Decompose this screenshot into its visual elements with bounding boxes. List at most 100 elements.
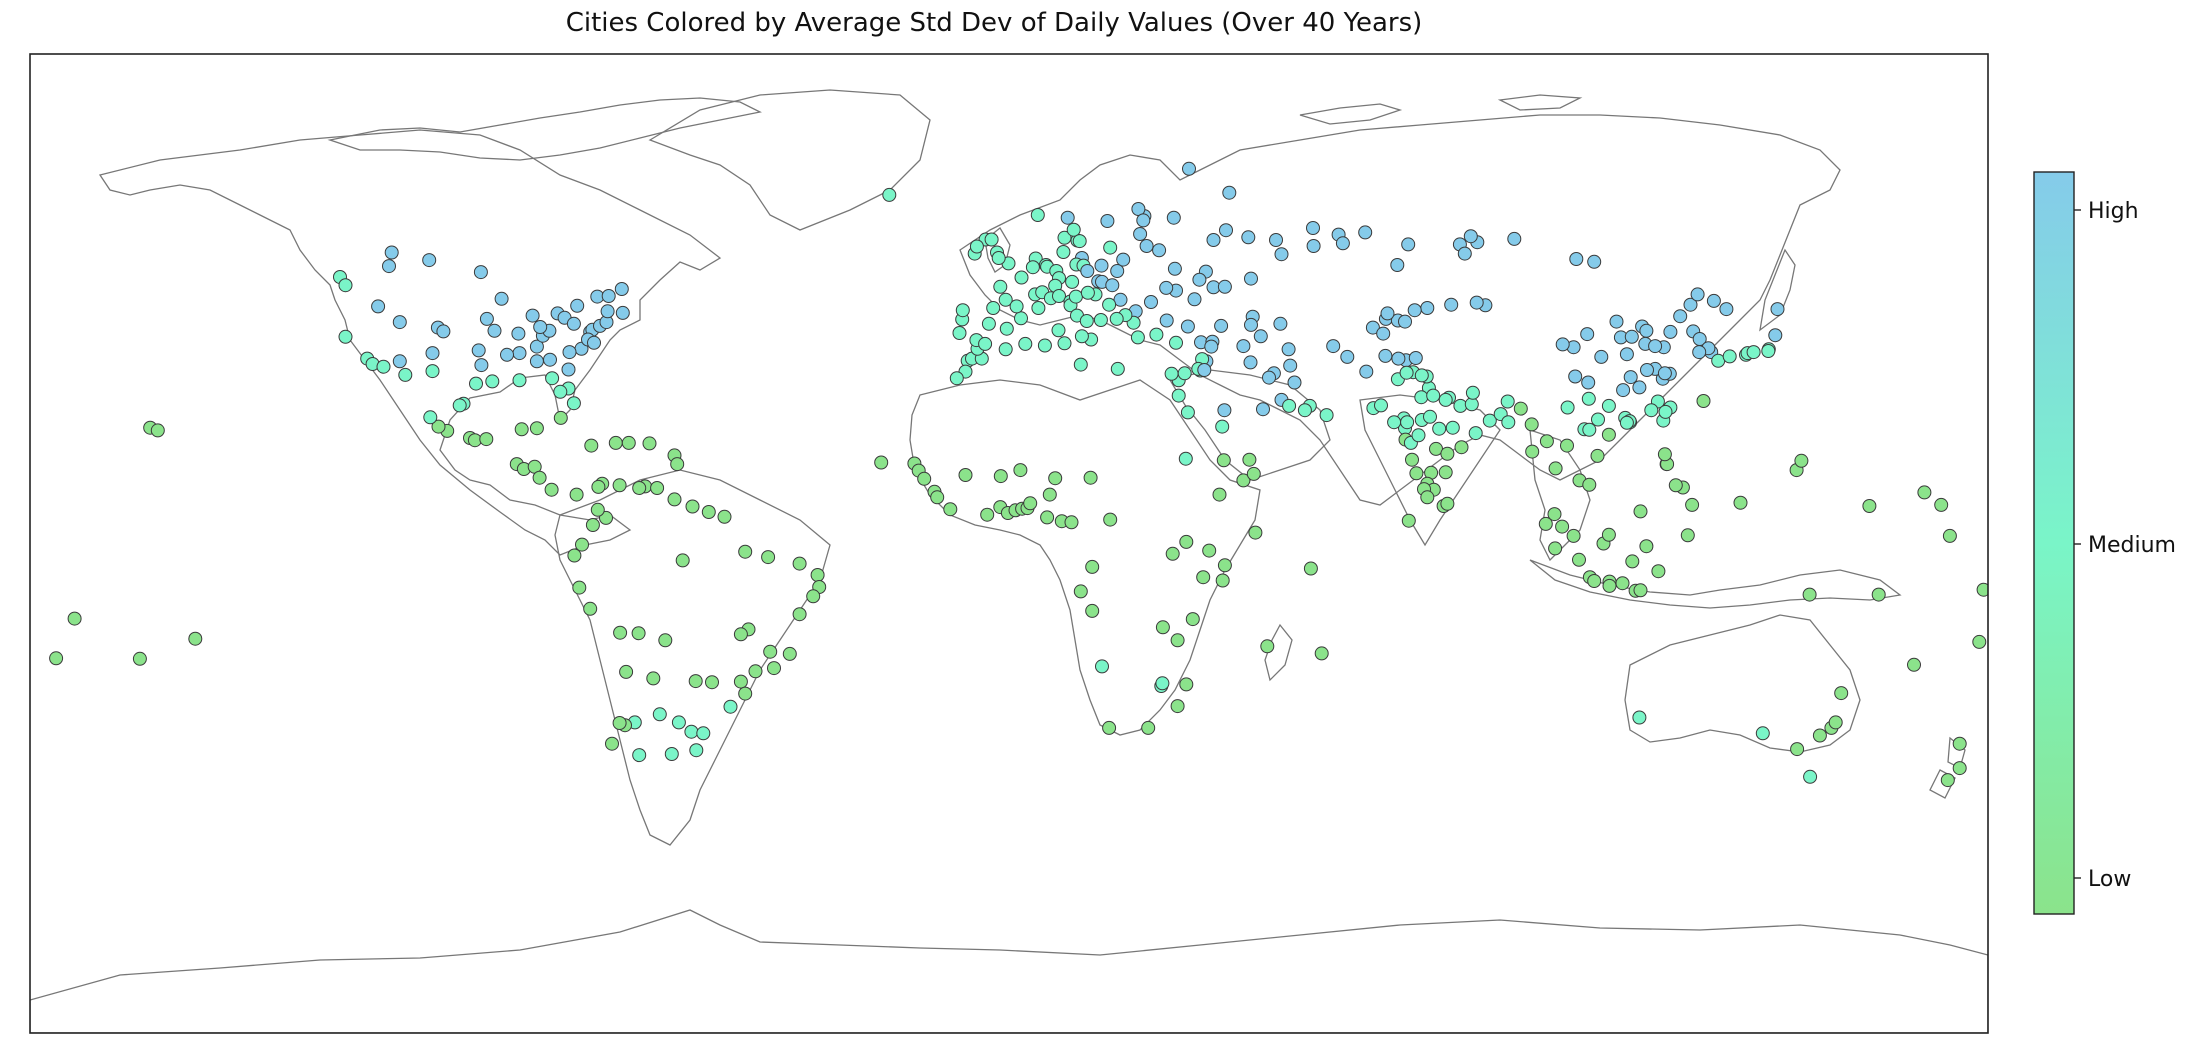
city-point-196 <box>1095 659 1109 674</box>
city-point-190 <box>1179 677 1194 692</box>
city-point-520 <box>1755 726 1770 741</box>
city-point-356 <box>1398 314 1412 329</box>
city-point-40 <box>614 282 629 296</box>
city-point-151 <box>1048 471 1063 486</box>
city-point-518 <box>1812 728 1827 743</box>
city-point-522 <box>1803 769 1818 784</box>
city-point-352 <box>1390 258 1405 272</box>
city-point-439 <box>1680 528 1695 543</box>
city-point-165 <box>998 342 1013 357</box>
city-point-412 <box>1548 461 1563 476</box>
city-point-301 <box>1274 247 1289 262</box>
city-point-11 <box>392 315 407 330</box>
city-point-92 <box>667 492 682 507</box>
city-point-315 <box>1222 185 1237 200</box>
city-point-305 <box>1306 221 1320 235</box>
city-point-366 <box>1374 398 1388 413</box>
city-point-136 <box>874 455 889 470</box>
city-point-183 <box>1179 534 1194 549</box>
city-point-511 <box>1976 582 1988 597</box>
city-point-1 <box>338 278 353 293</box>
city-point-321 <box>1281 342 1296 357</box>
city-point-311 <box>1507 231 1522 246</box>
city-point-64 <box>431 419 446 434</box>
city-point-254 <box>1116 252 1131 267</box>
city-point-444 <box>1668 478 1683 493</box>
city-point-187 <box>1185 612 1200 627</box>
city-point-212 <box>955 303 970 318</box>
city-point-39 <box>601 289 616 303</box>
city-point-142 <box>943 502 958 517</box>
city-point-378 <box>1387 415 1402 430</box>
city-point-98 <box>583 601 598 616</box>
antarctica-outline <box>30 909 1988 1033</box>
city-point-37 <box>570 298 585 313</box>
city-point-414 <box>1560 438 1574 453</box>
city-point-89 <box>632 481 647 495</box>
city-point-111 <box>782 646 797 661</box>
city-point-245 <box>1093 313 1108 327</box>
city-point-476 <box>1639 323 1654 338</box>
city-point-9 <box>425 346 440 361</box>
city-point-178 <box>1216 453 1231 468</box>
city-point-184 <box>1165 546 1180 561</box>
city-point-467 <box>1619 347 1634 362</box>
city-point-326 <box>1253 329 1268 344</box>
city-point-270 <box>1149 327 1164 342</box>
city-point-150 <box>1042 487 1057 502</box>
city-point-22 <box>561 362 576 377</box>
city-point-438 <box>1601 527 1616 542</box>
city-point-16 <box>469 376 483 391</box>
city-point-320 <box>1273 316 1288 331</box>
city-point-50 <box>500 347 514 362</box>
city-point-338 <box>1217 403 1232 418</box>
city-point-287 <box>1152 243 1167 258</box>
city-point-526 <box>1940 773 1955 788</box>
city-point-168 <box>1057 336 1072 351</box>
city-point-317 <box>1219 223 1233 238</box>
north-america-outline <box>98 129 722 556</box>
city-point-247 <box>1074 329 1089 344</box>
australia-outline <box>1624 614 1861 753</box>
city-point-198 <box>1085 559 1100 574</box>
city-point-43 <box>422 253 437 268</box>
city-point-276 <box>1057 230 1072 245</box>
city-point-216 <box>998 292 1013 307</box>
city-point-195 <box>1102 720 1117 735</box>
city-point-94 <box>701 505 716 519</box>
city-point-202 <box>1314 646 1329 661</box>
map-frame <box>29 53 1989 1034</box>
city-point-8 <box>425 364 440 379</box>
city-point-436 <box>1625 554 1640 569</box>
city-point-451 <box>1591 412 1605 427</box>
city-point-324 <box>1287 375 1302 390</box>
city-point-93 <box>685 499 700 514</box>
city-point-87 <box>591 479 606 494</box>
city-point-443 <box>1685 497 1700 512</box>
city-point-130 <box>605 736 619 751</box>
city-point-465 <box>1657 366 1672 381</box>
city-point-263 <box>1144 295 1158 309</box>
city-point-357 <box>1380 306 1395 321</box>
city-point-79 <box>621 435 636 450</box>
city-point-298 <box>1244 271 1258 286</box>
city-point-410 <box>1525 444 1540 459</box>
city-point-292 <box>1192 272 1207 287</box>
city-point-5 <box>376 359 391 374</box>
city-point-347 <box>1365 320 1380 335</box>
city-point-515 <box>1942 528 1957 543</box>
city-point-135 <box>882 187 897 202</box>
city-point-155 <box>958 468 973 482</box>
city-point-240 <box>1052 289 1066 303</box>
city-point-176 <box>1178 451 1193 466</box>
city-point-188 <box>1155 620 1170 635</box>
city-point-313 <box>1587 254 1602 269</box>
city-point-498 <box>1770 302 1785 317</box>
city-point-26 <box>529 339 544 354</box>
city-point-177 <box>1212 487 1227 502</box>
city-point-152 <box>1040 510 1055 525</box>
city-point-175 <box>1180 405 1195 420</box>
city-point-331 <box>1204 339 1219 354</box>
city-point-375 <box>1414 368 1429 383</box>
city-point-210 <box>978 336 993 351</box>
